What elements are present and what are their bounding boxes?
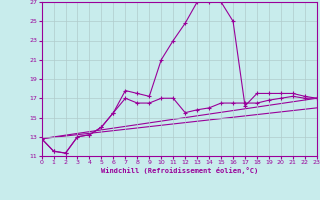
X-axis label: Windchill (Refroidissement éolien,°C): Windchill (Refroidissement éolien,°C) xyxy=(100,167,258,174)
